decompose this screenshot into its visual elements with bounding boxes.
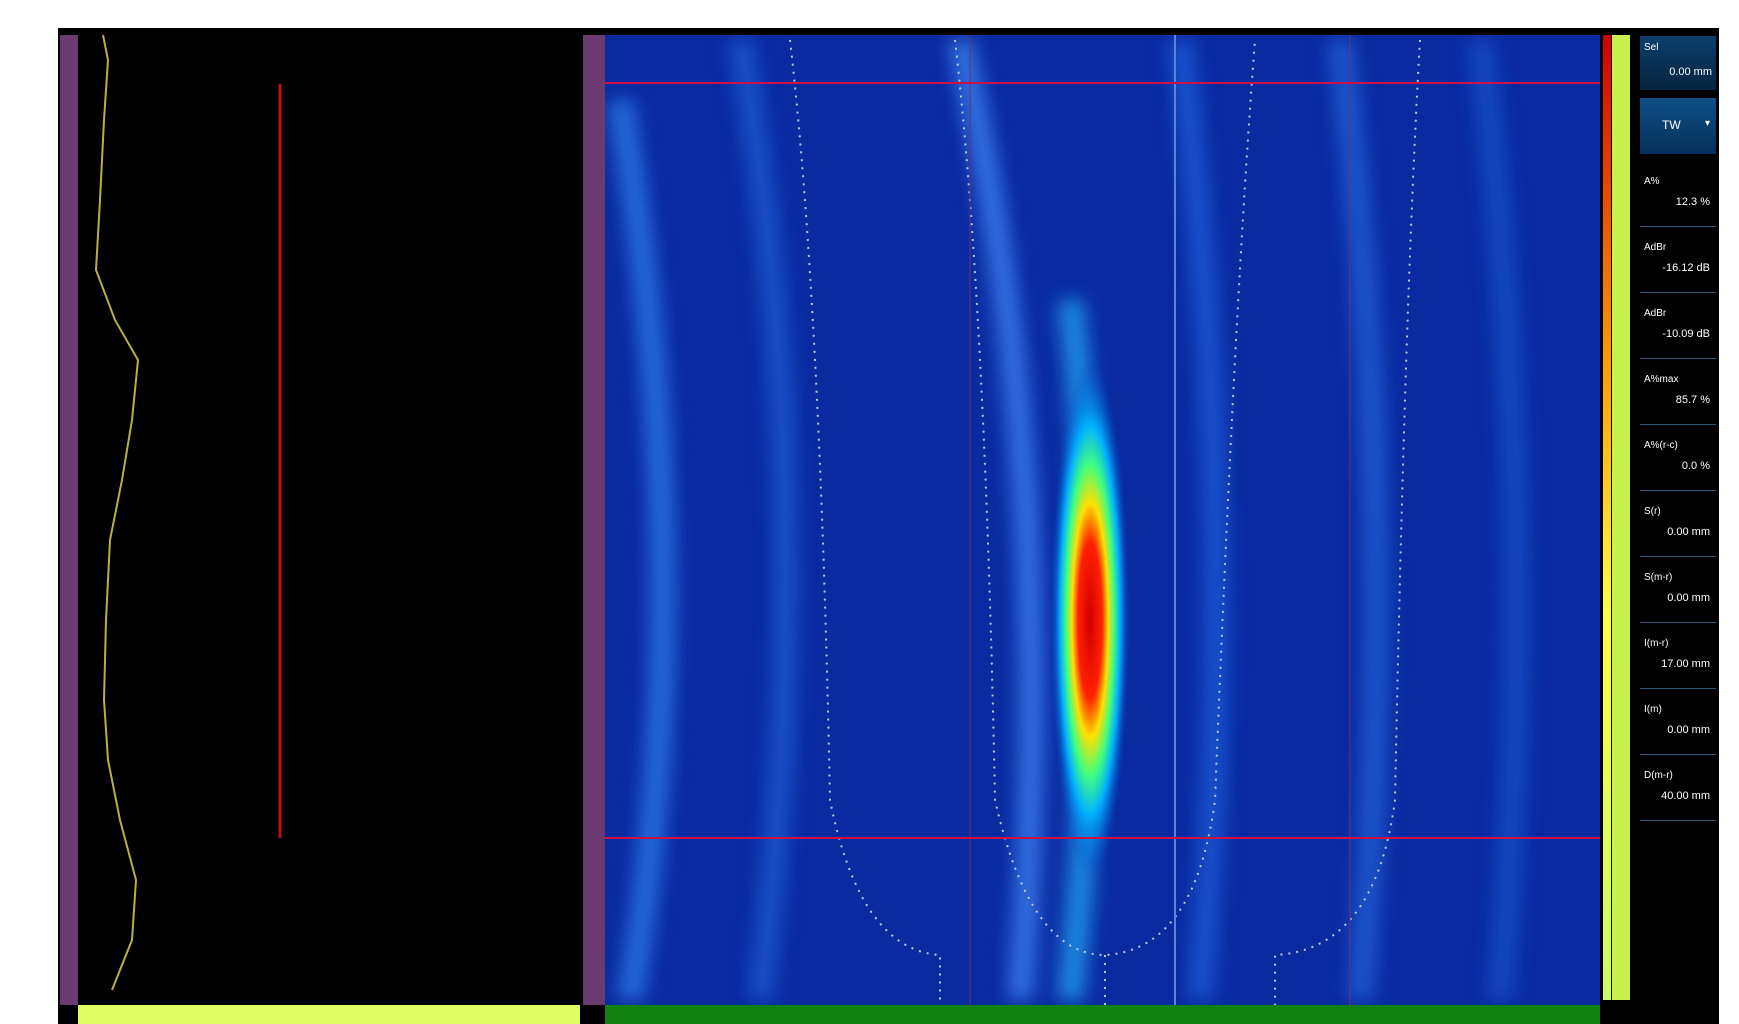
readout: A% 12.3 % (1640, 164, 1716, 227)
value: 0.00 mm (1667, 526, 1710, 538)
screen: Sel 0.00 mm TW ▾ A%12.3 %AdBr-16.12 dBAd… (0, 0, 1739, 1024)
mode-dropdown[interactable]: TW ▾ (1640, 98, 1716, 154)
readout: I(m-r) 17.00 mm (1640, 626, 1716, 689)
ruler (583, 35, 605, 1005)
value: 0.00 mm (1667, 592, 1710, 604)
label: I(m) (1644, 704, 1662, 715)
value: -16.12 dB (1662, 262, 1710, 274)
value: 0.00 mm (1667, 724, 1710, 736)
readout: AdBr -16.12 dB (1640, 230, 1716, 293)
ruler (1612, 35, 1630, 1000)
value: TW (1662, 118, 1681, 132)
views (0, 0, 1739, 1024)
readout: AdBr -10.09 dB (1640, 296, 1716, 359)
label: AdBr (1644, 242, 1666, 253)
label: D(m-r) (1644, 770, 1673, 781)
label: Sel (1644, 42, 1658, 53)
readout: S(m-r) 0.00 mm (1640, 560, 1716, 623)
readout: A%max 85.7 % (1640, 362, 1716, 425)
ruler (78, 1005, 580, 1024)
label: AdBr (1644, 308, 1666, 319)
label: A%max (1644, 374, 1678, 385)
value: 40.00 mm (1661, 790, 1710, 802)
label: I(m-r) (1644, 638, 1668, 649)
value: 0.00 mm (1669, 66, 1712, 78)
label: S(r) (1644, 506, 1661, 517)
value: 12.3 % (1676, 196, 1710, 208)
ruler (60, 35, 78, 1005)
selection[interactable]: Sel 0.00 mm (1640, 36, 1716, 90)
tfm-image (605, 35, 1600, 1005)
arrow: ▾ (1705, 118, 1710, 129)
color-bar (1603, 35, 1611, 1000)
readout: S(r) 0.00 mm (1640, 494, 1716, 557)
value: 0.0 % (1682, 460, 1710, 472)
label: A%(r-c) (1644, 440, 1678, 451)
readout: I(m) 0.00 mm (1640, 692, 1716, 755)
readout: A%(r-c) 0.0 % (1640, 428, 1716, 491)
value: 85.7 % (1676, 394, 1710, 406)
label: S(m-r) (1644, 572, 1672, 583)
readout: D(m-r) 40.00 mm (1640, 758, 1716, 821)
label: A% (1644, 176, 1660, 187)
value: -10.09 dB (1662, 328, 1710, 340)
value: 17.00 mm (1661, 658, 1710, 670)
ruler (605, 1005, 1600, 1024)
